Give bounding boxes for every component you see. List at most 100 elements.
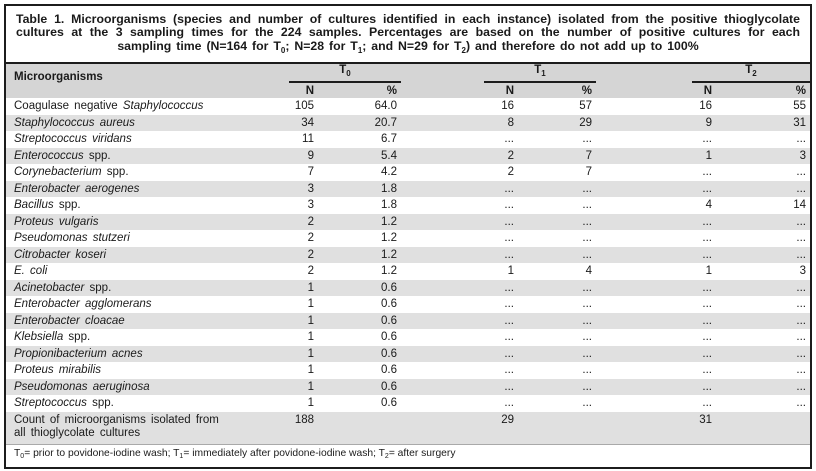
cell-t1-pct: ...	[582, 298, 592, 311]
cell-t0-n: 1	[307, 380, 314, 393]
cell-t2-n: 1	[705, 149, 712, 162]
count-row: Count of microorganisms isolated from al…	[6, 411, 810, 444]
species-name-italic: Streptococcus	[14, 397, 87, 410]
cell-t0-pct: 0.6	[381, 298, 397, 311]
species-name-italic: Propionibacterium acnes	[14, 347, 143, 360]
t0-subscript: 0	[346, 69, 351, 79]
column-header-t1-n: N	[401, 83, 518, 99]
table-row: Coagulase negative Staphylococcus 105 64…	[6, 98, 810, 115]
species-name-italic: Enterobacter cloacae	[14, 314, 125, 327]
column-group-t1: T1	[401, 64, 596, 84]
species-name-italic: Enterococcus	[14, 149, 84, 162]
cell-t0-n: 34	[301, 116, 314, 129]
cell-t0-n: 3	[307, 182, 314, 195]
cell-t2-pct: ...	[796, 397, 806, 410]
cell-t1-pct: ...	[582, 397, 592, 410]
species-name-suffix: spp.	[53, 199, 81, 212]
cell-t0-pct: 20.7	[374, 116, 397, 129]
cell-t2-pct: ...	[796, 248, 806, 261]
species-name-italic: Proteus mirabilis	[14, 364, 101, 377]
cell-t1-pct: ...	[582, 182, 592, 195]
footnote-text: = prior to povidone-iodine wash; T	[24, 447, 180, 459]
footnote-subscript: 1	[179, 452, 184, 460]
cell-t2-n: ...	[702, 397, 712, 410]
cell-t0-pct: 64.0	[374, 100, 397, 113]
table-row: Acinetobacter spp. 1 0.6 ... ... ... ...	[6, 279, 810, 297]
table-footnote: T0= prior to povidone-iodine wash; T1= i…	[6, 443, 810, 467]
cell-t1-pct: 4	[585, 265, 592, 278]
table-row: Streptococcus spp. 1 0.6 ... ... ... ...	[6, 395, 810, 412]
cell-t1-n: 2	[507, 166, 514, 179]
count-cell-t2-pct	[716, 412, 810, 444]
column-group-t2: T2	[596, 64, 810, 84]
species-name-italic: Enterobacter aerogenes	[14, 182, 140, 195]
cell-t1-n: ...	[504, 199, 514, 212]
cell-t1-pct: ...	[582, 199, 592, 212]
cell-t2-pct: ...	[796, 364, 806, 377]
species-name: Staphylococcus aureus	[6, 115, 256, 132]
species-name: Streptococcus spp.	[6, 395, 256, 412]
cell-t1-pct: 29	[579, 116, 592, 129]
species-name-italic: Streptococcus viridans	[14, 133, 132, 146]
cell-t1-n: ...	[504, 298, 514, 311]
cell-t0-pct: 6.7	[381, 133, 397, 146]
cell-t0-n: 1	[307, 347, 314, 360]
cell-t0-pct: 4.2	[381, 166, 397, 179]
cell-t1-n: ...	[504, 314, 514, 327]
species-name-italic: Staphylococcus	[122, 100, 204, 113]
cell-t2-pct: ...	[796, 298, 806, 311]
cell-t0-pct: 1.8	[381, 199, 397, 212]
table-row: Propionibacterium acnes 1 0.6 ... ... ..…	[6, 345, 810, 363]
cell-t1-n: ...	[504, 133, 514, 146]
caption-subscript: 2	[461, 45, 466, 55]
cell-t0-pct: 0.6	[381, 347, 397, 360]
count-cell-t1-pct	[518, 412, 596, 444]
cell-t1-pct: ...	[582, 314, 592, 327]
cell-t2-n: ...	[702, 298, 712, 311]
species-name-italic: Citrobacter koseri	[14, 248, 107, 261]
cell-t1-n: ...	[504, 347, 514, 360]
cell-t1-pct: ...	[582, 248, 592, 261]
table-row: Enterobacter agglomerans 1 0.6 ... ... .…	[6, 296, 810, 313]
species-name: Citrobacter koseri	[6, 247, 256, 264]
caption-subscript: 1	[357, 45, 363, 55]
cell-t0-pct: 1.2	[381, 248, 397, 261]
species-name: Enterobacter cloacae	[6, 313, 256, 330]
species-name: Enterobacter agglomerans	[6, 296, 256, 313]
table-caption: Table 1. Microorganisms (species and num…	[6, 6, 810, 65]
species-name-italic: Acinetobacter	[14, 281, 85, 294]
cell-t1-n: ...	[504, 397, 514, 410]
cell-t0-pct: 1.2	[381, 232, 397, 245]
column-header-t2-pct: %	[716, 83, 810, 99]
cell-t2-n: ...	[702, 347, 712, 360]
cell-t2-n: ...	[702, 166, 712, 179]
cell-t2-n: ...	[702, 232, 712, 245]
cell-t2-pct: ...	[796, 380, 806, 393]
microorganisms-table: Microorganisms T0 T1 T2 N % N % N %	[6, 64, 810, 444]
cell-t0-n: 1	[307, 298, 314, 311]
cell-t0-pct: 0.6	[381, 380, 397, 393]
species-name-italic: E. coli	[14, 265, 48, 278]
cell-t2-n: ...	[702, 281, 712, 294]
cell-t1-pct: ...	[582, 364, 592, 377]
species-name: Enterococcus spp.	[6, 148, 256, 165]
footnote-subscript: 2	[384, 452, 389, 460]
cell-t1-n: ...	[504, 331, 514, 344]
species-name-roman: Coagulase negative	[14, 100, 123, 113]
table-row: Enterobacter aerogenes 3 1.8 ... ... ...…	[6, 180, 810, 198]
cell-t2-n: 4	[705, 199, 712, 212]
cell-t2-pct: ...	[796, 281, 806, 294]
caption-text: ; and N=29 for T	[362, 38, 462, 53]
species-name-italic: Pseudomonas stutzeri	[14, 232, 130, 245]
cell-t0-n: 2	[307, 232, 314, 245]
cell-t2-n: ...	[702, 133, 712, 146]
cell-t2-pct: ...	[796, 182, 806, 195]
cell-t1-n: ...	[504, 232, 514, 245]
cell-t0-n: 1	[307, 331, 314, 344]
cell-t2-pct: 14	[793, 199, 806, 212]
cell-t0-pct: 0.6	[381, 364, 397, 377]
cell-t1-pct: 57	[579, 100, 592, 113]
table-header: Microorganisms T0 T1 T2 N % N % N %	[6, 64, 810, 99]
column-header-t2-n: N	[596, 83, 716, 99]
species-name: Streptococcus viridans	[6, 131, 256, 148]
